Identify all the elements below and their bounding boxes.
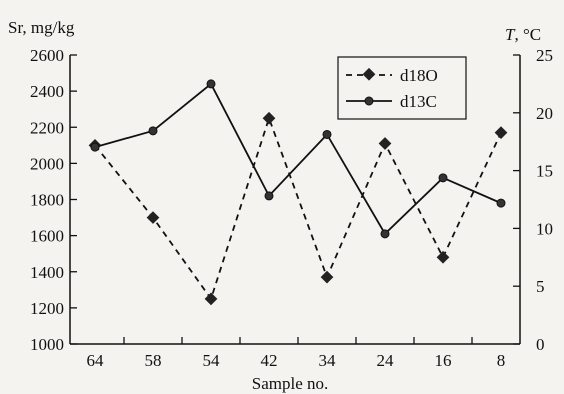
y-axis-right-ticks: 0 5 10 15 20 25: [513, 46, 553, 354]
series-line-d18O: [94, 115, 502, 301]
y-axis-left-ticks: 1000 1200 1400 1600 1800 2000 2200 2400 2600: [30, 46, 77, 354]
x-tick-label: 16: [435, 351, 452, 370]
y-left-tick-label: 1000: [30, 335, 64, 354]
y-left-tick-label: 2400: [30, 82, 64, 101]
data-point-d13C: [438, 173, 448, 183]
data-point-d18O: [494, 126, 508, 140]
x-tick-label: 24: [377, 351, 395, 370]
legend: d18O d13C: [337, 56, 467, 120]
data-point-d13C: [90, 142, 100, 152]
x-tick-label: 8: [497, 351, 506, 370]
y-right-tick-label: 15: [536, 162, 553, 181]
x-tick-label: 42: [261, 351, 278, 370]
data-point-d13C: [206, 79, 216, 89]
data-point-d18O: [378, 137, 392, 150]
data-point-d13C: [264, 191, 274, 201]
legend-d18O-diamond-marker: [362, 67, 376, 81]
data-point-d18O: [146, 211, 160, 224]
x-axis-ticks: 64 58 54 42 34 24 16 8: [87, 337, 506, 370]
x-tick-label: 58: [145, 351, 162, 370]
legend-item-d18O: d18O: [346, 66, 438, 85]
legend-d18O-label: d18O: [400, 66, 438, 85]
y-left-tick-label: 2600: [30, 46, 64, 65]
y-left-tick-label: 1800: [30, 191, 64, 210]
data-point-d13C: [322, 129, 332, 139]
x-tick-label: 64: [87, 351, 105, 370]
y-left-tick-label: 1400: [30, 263, 64, 282]
y-left-tick-label: 1200: [30, 299, 64, 318]
y-left-tick-label: 2000: [30, 154, 64, 173]
data-point-d18O: [262, 111, 276, 125]
series-layer: [88, 79, 508, 306]
y-right-tick-label: 0: [536, 335, 545, 354]
y-right-tick-label: 25: [536, 46, 553, 65]
y-axis-right-title-unit: , °C: [514, 25, 541, 44]
x-tick-label: 34: [319, 351, 337, 370]
y-right-tick-label: 20: [536, 104, 553, 123]
y-axis-right-title: T, °C: [505, 25, 541, 44]
data-point-d13C: [496, 198, 506, 208]
x-axis-title: Sample no.: [252, 374, 329, 393]
data-point-d18O: [320, 270, 334, 284]
data-point-d13C: [148, 126, 158, 136]
data-point-d18O: [204, 292, 218, 306]
legend-box: [337, 56, 467, 120]
legend-d13C-circle-marker: [364, 96, 374, 106]
legend-d13C-label: d13C: [400, 92, 437, 111]
legend-item-d13C: d13C: [346, 92, 437, 111]
data-point-d13C: [380, 229, 390, 239]
y-left-tick-label: 1600: [30, 227, 64, 246]
y-left-tick-label: 2200: [30, 118, 64, 137]
series-line-d13C: [94, 82, 502, 236]
y-axis-right-title-symbol: T: [505, 25, 516, 44]
y-axis-left-title: Sr, mg/kg: [8, 18, 75, 37]
y-right-tick-label: 5: [536, 277, 545, 296]
x-tick-label: 54: [203, 351, 221, 370]
data-point-d18O: [436, 250, 450, 264]
y-right-tick-label: 10: [536, 219, 553, 238]
